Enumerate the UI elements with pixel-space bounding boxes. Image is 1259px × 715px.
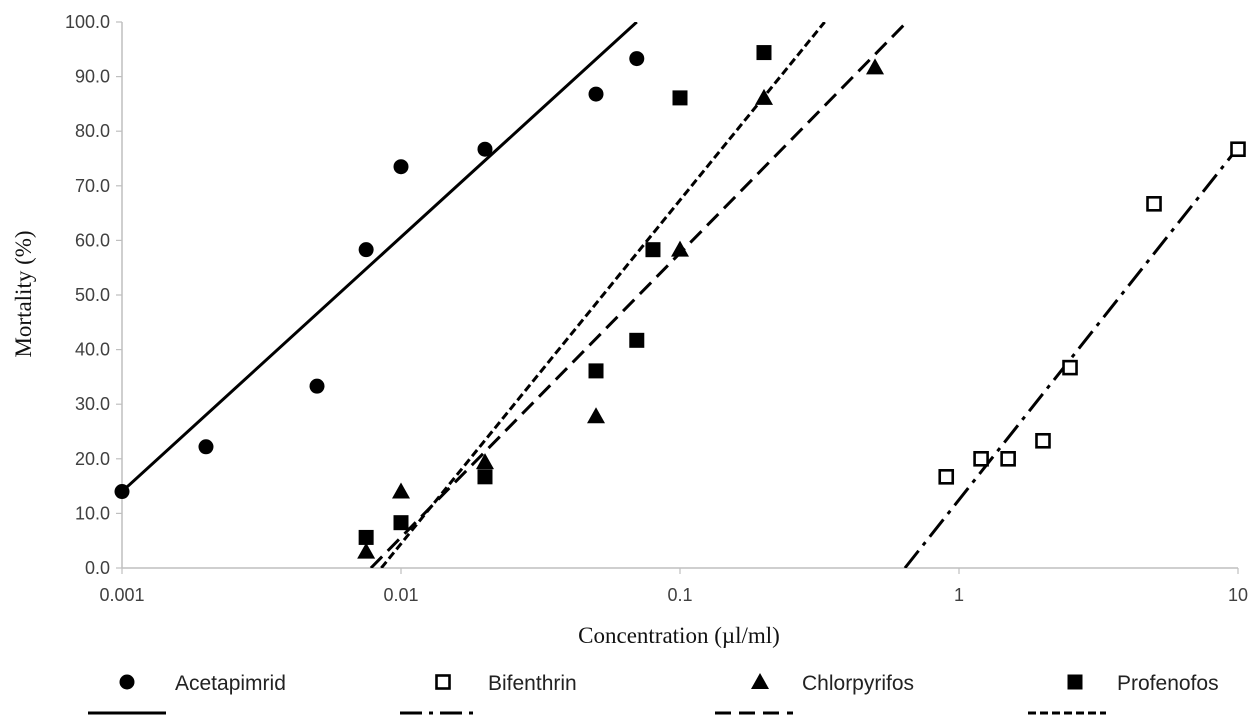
chlorpyrifos-point xyxy=(671,240,689,257)
profenofos-point xyxy=(672,90,688,106)
acetapimrid-point xyxy=(477,141,493,157)
chlorpyrifos-point xyxy=(587,407,606,424)
y-tick-label: 70.0 xyxy=(75,176,110,196)
chlorpyrifos-point xyxy=(866,58,885,75)
bifenthrin-point xyxy=(973,450,989,467)
trendlines xyxy=(122,22,1238,568)
x-tick-label: 1 xyxy=(954,585,964,605)
bifenthrin-point xyxy=(1146,196,1162,212)
acetapimrid-point xyxy=(114,484,130,500)
acetapimrid-point xyxy=(393,159,409,175)
profenofos-point xyxy=(645,242,661,258)
bifenthrin-point xyxy=(1230,141,1246,158)
legend-label-bifenthrin: Bifenthrin xyxy=(488,672,577,695)
bifenthrin-point xyxy=(1035,432,1051,449)
x-tick-label: 0.001 xyxy=(99,585,144,605)
y-tick-label: 60.0 xyxy=(75,230,110,250)
legend-marker-chlorpyrifos xyxy=(751,673,769,689)
profenofos-point xyxy=(477,469,493,485)
bifenthrin-point xyxy=(938,469,955,485)
legend-marker-bifenthrin xyxy=(435,674,451,690)
x-tick-label: 0.01 xyxy=(383,585,418,605)
y-tick-label: 30.0 xyxy=(75,394,110,414)
x-axis-title: Concentration (µl/ml) xyxy=(578,623,780,648)
chlorpyrifos-point xyxy=(754,88,773,105)
data-points xyxy=(114,45,1246,559)
bifenthrin-point xyxy=(1000,450,1016,467)
trendline-profenofos xyxy=(380,22,826,568)
legend: Acetapimrid Bifenthrin Chlorpyrifos Profeno… xyxy=(88,672,1219,715)
legend-label-chlorpyrifos: Chlorpyrifos xyxy=(802,672,914,695)
y-tick-label: 40.0 xyxy=(75,340,110,360)
profenofos-point xyxy=(756,45,772,61)
y-tick-label: 80.0 xyxy=(75,121,110,141)
trendline-chlorpyrifos xyxy=(369,22,908,568)
profenofos-point xyxy=(393,515,409,531)
y-tick-label: 0.0 xyxy=(85,558,110,578)
chlorpyrifos-point xyxy=(392,482,410,499)
acetapimrid-point xyxy=(358,242,374,258)
y-axis-title: Mortality (%) xyxy=(11,230,36,357)
bifenthrin-point xyxy=(1062,359,1078,376)
legend-label-acetapimrid: Acetapimrid xyxy=(175,672,286,695)
acetapimrid-point xyxy=(309,378,325,394)
profenofos-point xyxy=(588,363,604,379)
y-tick-label: 20.0 xyxy=(75,449,110,469)
acetapimrid-point xyxy=(629,51,645,67)
chlorpyrifos-point xyxy=(357,542,376,559)
trendline-bifenthrin xyxy=(903,146,1238,568)
acetapimrid-point xyxy=(198,439,214,455)
y-tick-labels: 0.0 10.0 20.0 30.0 40.0 50.0 60.0 70.0 80.0 90.0 1… xyxy=(65,12,122,578)
x-tick-labels: 0.001 0.01 0.1 1 10 xyxy=(99,568,1248,605)
legend-label-profenofos: Profenofos xyxy=(1117,672,1219,695)
x-tick-label: 10 xyxy=(1228,585,1248,605)
x-tick-label: 0.1 xyxy=(667,585,692,605)
trendline-acetapimrid xyxy=(122,22,638,493)
y-tick-label: 100.0 xyxy=(65,12,110,32)
y-tick-label: 90.0 xyxy=(75,67,110,87)
legend-marker-profenofos xyxy=(1067,674,1083,690)
chlorpyrifos-point xyxy=(475,453,494,470)
acetapimrid-point xyxy=(588,86,604,102)
y-tick-label: 10.0 xyxy=(75,503,110,523)
profenofos-point xyxy=(358,529,374,545)
legend-marker-acetapimrid xyxy=(119,674,135,690)
profenofos-point xyxy=(629,332,645,348)
y-tick-label: 50.0 xyxy=(75,285,110,305)
